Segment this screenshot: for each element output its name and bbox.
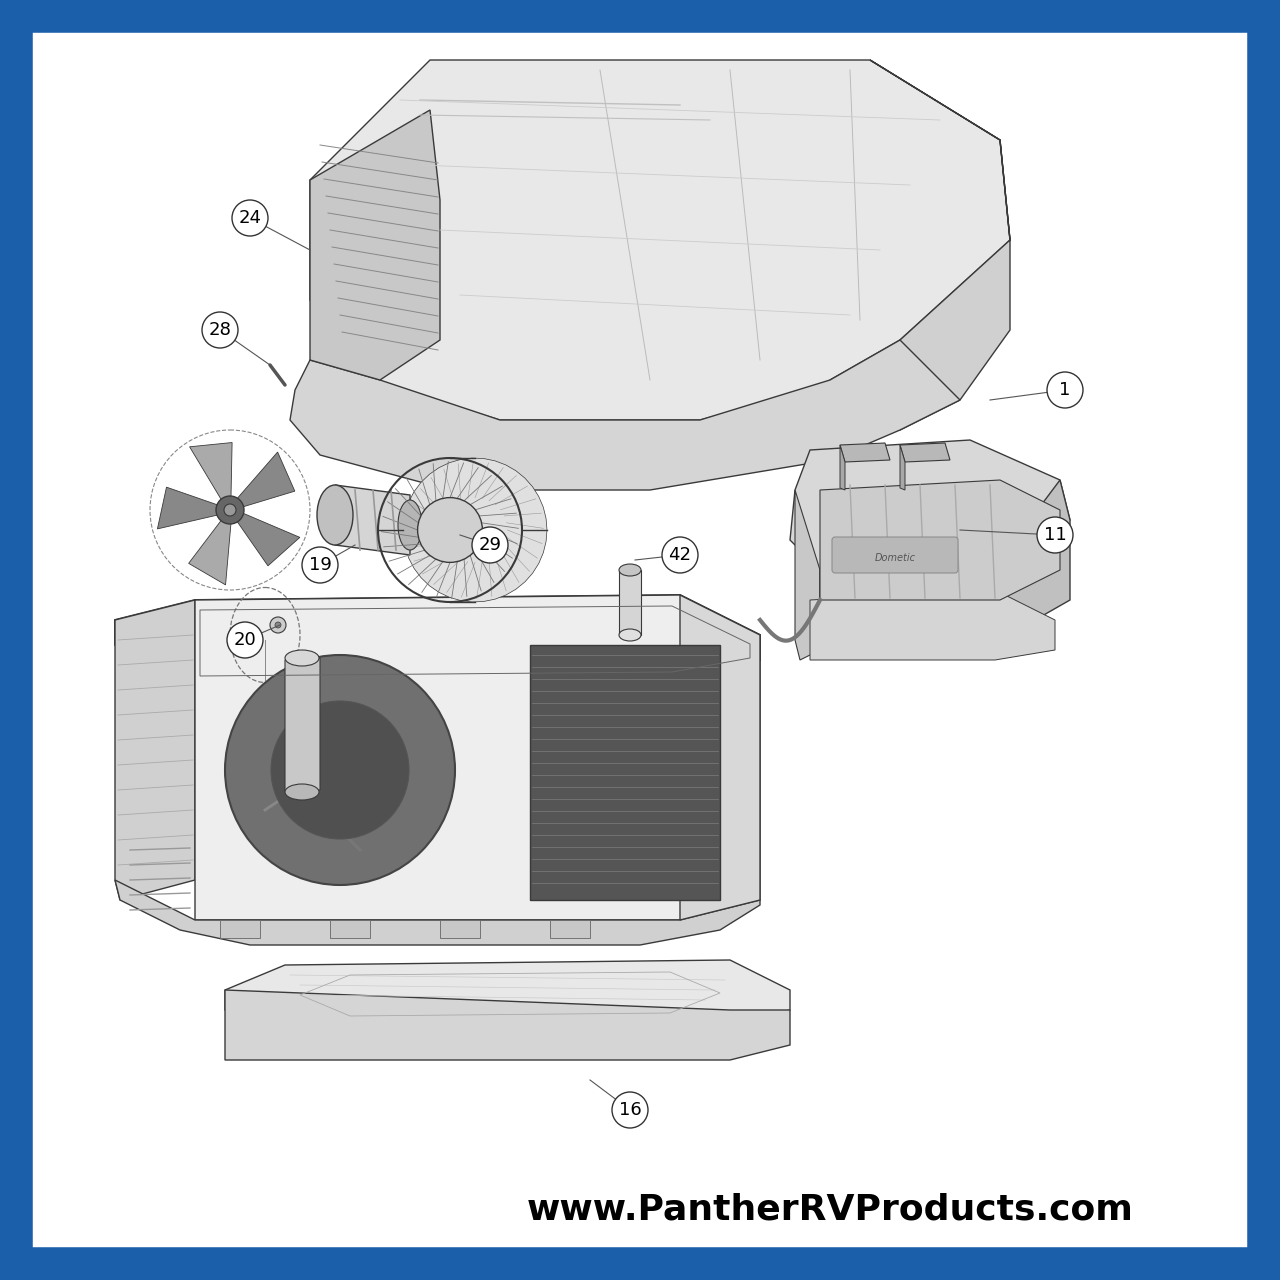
Text: Dometic: Dometic <box>874 553 915 563</box>
Circle shape <box>232 200 268 236</box>
Text: 28: 28 <box>209 321 232 339</box>
Polygon shape <box>403 458 547 602</box>
Circle shape <box>302 547 338 582</box>
Polygon shape <box>335 485 410 556</box>
Circle shape <box>662 538 698 573</box>
Ellipse shape <box>398 500 422 550</box>
Text: 1: 1 <box>1060 381 1070 399</box>
Polygon shape <box>115 881 760 945</box>
Ellipse shape <box>285 650 319 666</box>
Polygon shape <box>285 658 320 792</box>
Circle shape <box>275 622 282 628</box>
Circle shape <box>270 617 285 634</box>
Polygon shape <box>237 513 300 566</box>
Ellipse shape <box>317 485 353 545</box>
Polygon shape <box>620 570 641 635</box>
Ellipse shape <box>285 783 319 800</box>
Polygon shape <box>900 445 905 490</box>
Text: www.PantherRVProducts.com: www.PantherRVProducts.com <box>526 1193 1133 1228</box>
Text: 29: 29 <box>479 536 502 554</box>
Polygon shape <box>189 443 232 500</box>
Circle shape <box>472 527 508 563</box>
Circle shape <box>1047 372 1083 408</box>
Text: 19: 19 <box>308 556 332 573</box>
Text: 11: 11 <box>1043 526 1066 544</box>
Bar <box>440 920 480 938</box>
Polygon shape <box>840 443 890 462</box>
Polygon shape <box>820 480 1070 650</box>
Polygon shape <box>188 520 232 585</box>
Polygon shape <box>236 452 294 507</box>
Polygon shape <box>795 490 820 660</box>
Polygon shape <box>115 595 760 685</box>
Text: 16: 16 <box>618 1101 641 1119</box>
Polygon shape <box>680 595 760 920</box>
Polygon shape <box>840 445 845 490</box>
Bar <box>220 920 260 938</box>
Polygon shape <box>820 480 1060 600</box>
Circle shape <box>224 504 236 516</box>
Circle shape <box>1037 517 1073 553</box>
Polygon shape <box>530 645 721 900</box>
Text: 24: 24 <box>238 209 261 227</box>
Polygon shape <box>115 600 195 900</box>
Text: 42: 42 <box>668 547 691 564</box>
Circle shape <box>202 312 238 348</box>
Circle shape <box>417 498 483 562</box>
Polygon shape <box>900 443 950 462</box>
Circle shape <box>271 701 410 838</box>
Ellipse shape <box>620 628 641 641</box>
FancyBboxPatch shape <box>832 538 957 573</box>
Polygon shape <box>225 960 790 1030</box>
Polygon shape <box>810 590 1055 660</box>
Bar <box>550 920 590 938</box>
Polygon shape <box>157 488 219 529</box>
Text: 20: 20 <box>234 631 256 649</box>
Circle shape <box>225 655 454 884</box>
Polygon shape <box>310 60 1010 420</box>
Polygon shape <box>790 440 1070 575</box>
Polygon shape <box>829 60 1010 440</box>
Circle shape <box>612 1092 648 1128</box>
Polygon shape <box>195 595 760 920</box>
Ellipse shape <box>620 564 641 576</box>
Polygon shape <box>225 989 790 1060</box>
Bar <box>330 920 370 938</box>
Circle shape <box>216 497 244 524</box>
Circle shape <box>227 622 262 658</box>
Polygon shape <box>291 340 960 490</box>
Polygon shape <box>310 110 440 380</box>
